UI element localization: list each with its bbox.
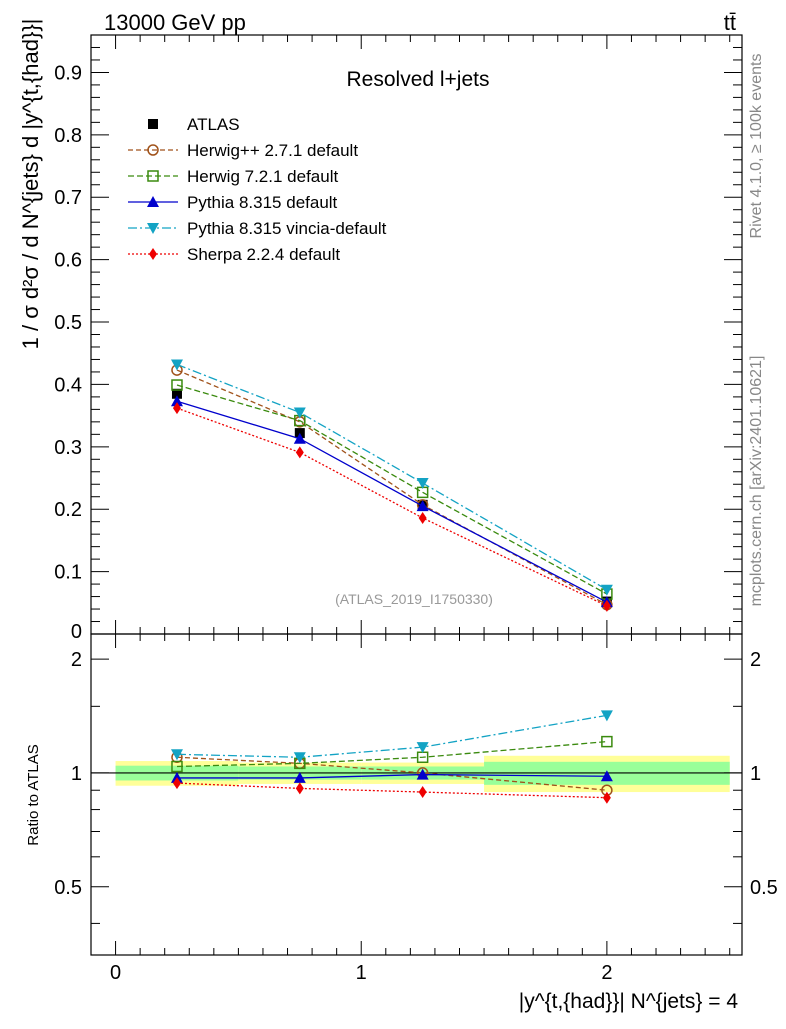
y-tick-label: 0.3 xyxy=(54,437,82,459)
ratio-data-point xyxy=(600,710,613,722)
ratio-data-point xyxy=(293,771,306,783)
x-axis-label: |y^{t,{had}}| N^{jets} = 4 xyxy=(519,990,739,1013)
legend-label: ATLAS xyxy=(187,115,240,134)
x-tick-label: 0 xyxy=(110,962,121,984)
legend-label: Herwig++ 2.7.1 default xyxy=(187,141,358,160)
ratio-y-tick-label-right: 1 xyxy=(750,763,761,785)
y-axis-label: 1 / σ d²σ / d N^{jets} d |y^{t,{had}}| xyxy=(18,19,43,350)
legend-marker xyxy=(148,119,158,129)
legend-label: Sherpa 2.2.4 default xyxy=(187,245,340,264)
ratio-series-line xyxy=(176,782,607,799)
y-tick-label-zero: 0 xyxy=(71,621,82,643)
ratio-data-point xyxy=(170,749,183,761)
legend-label: Herwig 7.2.1 default xyxy=(187,167,338,186)
rivet-label: Rivet 4.1.0, ≥ 100k events xyxy=(748,54,765,239)
data-point xyxy=(170,395,183,407)
ratio-y-tick-label: 2 xyxy=(71,649,82,671)
ratio-series-line xyxy=(176,756,607,791)
legend-marker xyxy=(147,170,159,182)
ratio-series-sherpa-2-2-4-default xyxy=(172,777,611,804)
ratio-series-line xyxy=(176,740,607,768)
legend: ATLAS Herwig++ 2.7.1 default Herwig 7.2.1 … xyxy=(128,115,387,264)
series-line xyxy=(176,363,608,591)
data-point xyxy=(170,359,183,371)
data-point xyxy=(293,407,306,419)
ratio-data-point xyxy=(601,735,613,748)
series-line xyxy=(176,369,608,606)
y-tick-label: 0.9 xyxy=(54,62,82,84)
y-tick-label: 0.4 xyxy=(54,374,82,396)
series-line xyxy=(176,400,608,603)
data-point xyxy=(416,500,429,512)
series-pythia-8-315-vincia-default xyxy=(170,359,613,596)
ratio-data-point xyxy=(171,760,183,773)
data-point xyxy=(171,388,182,399)
process-label: tt̄ xyxy=(724,10,736,35)
y-tick-label: 0.2 xyxy=(54,499,82,521)
legend-item-atlas: ATLAS xyxy=(148,115,240,134)
ratio-data-point xyxy=(600,770,613,782)
data-point xyxy=(600,584,613,596)
legend-marker xyxy=(147,196,159,207)
ratio-y-tick-label-right: 0.5 xyxy=(750,877,778,899)
data-point xyxy=(416,478,429,490)
ratio-panel: 0.5 0.5 1 1 2 2 0 1 2 Ratio to ATLAS |y^{t,{had}}|… xyxy=(25,633,778,1013)
legend-marker xyxy=(147,144,159,156)
energy-label: 13000 GeV pp xyxy=(104,10,246,35)
legend-label: Pythia 8.315 vincia-default xyxy=(187,219,387,238)
series-atlas xyxy=(171,388,612,607)
ratio-data-point xyxy=(416,742,429,754)
ratio-y-axis-label: Ratio to ATLAS xyxy=(25,744,42,845)
series-pythia-8-315-default xyxy=(170,395,613,608)
data-point xyxy=(418,511,427,524)
ratio-data-point xyxy=(418,786,427,799)
data-point xyxy=(602,599,611,612)
series-line xyxy=(176,384,608,595)
y-tick-label: 0.7 xyxy=(54,187,82,209)
y-tick-label: 0.6 xyxy=(54,250,82,272)
main-panel: 0.1 0.2 0.3 0.4 0.5 0.6 0.7 0.8 0.9 0 Resolved l+j… xyxy=(18,19,743,643)
ratio-y-tick-label: 1 xyxy=(71,763,82,785)
y-tick-label: 0.5 xyxy=(54,312,82,334)
legend-label: Pythia 8.315 default xyxy=(187,193,338,212)
ratio-data-point xyxy=(172,777,181,790)
legend-item-herwig-2-7-1-default: Herwig++ 2.7.1 default xyxy=(128,141,358,160)
ratio-data-point xyxy=(295,782,304,795)
ratio-data-point xyxy=(416,768,429,780)
legend-marker xyxy=(149,248,157,260)
data-point xyxy=(295,446,304,459)
legend-item-herwig-7-2-1-default: Herwig 7.2.1 default xyxy=(128,167,338,186)
ratio-data-point xyxy=(602,791,611,804)
x-tick-label: 2 xyxy=(601,962,612,984)
ratio-series-line xyxy=(176,773,607,779)
y-tick-label: 0.1 xyxy=(54,562,82,584)
ratio-series-pythia-8-315-vincia-default xyxy=(170,710,613,764)
series-sherpa-2-2-4-default xyxy=(172,402,611,612)
analysis-id-label: (ATLAS_2019_I1750330) xyxy=(335,591,493,607)
ratio-y-tick-label: 0.5 xyxy=(54,877,82,899)
chart-title: Resolved l+jets xyxy=(347,68,490,91)
ratio-series-line xyxy=(176,714,607,758)
data-point xyxy=(171,379,183,391)
legend-item-pythia-8-315-vincia-default: Pythia 8.315 vincia-default xyxy=(128,219,387,238)
series-line xyxy=(176,407,608,607)
ratio-data-point xyxy=(293,752,306,764)
data-point xyxy=(172,402,181,415)
ratio-series-pythia-8-315-default xyxy=(170,768,613,783)
series-herwig-2-7-1-default xyxy=(171,364,613,611)
legend-item-pythia-8-315-default: Pythia 8.315 default xyxy=(128,193,338,212)
ratio-frame xyxy=(90,633,743,956)
data-point xyxy=(293,432,306,444)
legend-marker xyxy=(147,223,159,234)
ratio-y-tick-label-right: 2 xyxy=(750,649,761,671)
x-tick-label: 1 xyxy=(356,962,367,984)
mcplots-site-label: mcplots.cern.ch [arXiv:2401.10621] xyxy=(748,356,765,607)
y-tick-label: 0.8 xyxy=(54,125,82,147)
legend-item-sherpa-2-2-4-default: Sherpa 2.2.4 default xyxy=(128,245,340,264)
